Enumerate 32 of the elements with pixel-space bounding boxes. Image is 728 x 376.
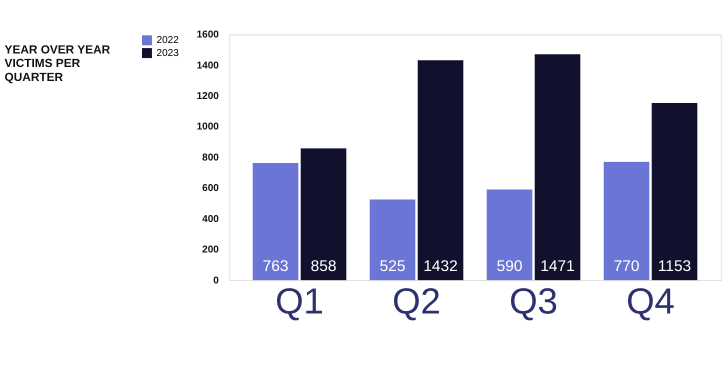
bar — [300, 148, 346, 280]
bar — [604, 162, 650, 280]
y-tick-label: 1200 — [196, 91, 220, 102]
x-tick-label: Q2 — [392, 280, 441, 322]
bar — [534, 54, 580, 280]
data-label: 1471 — [540, 258, 575, 276]
y-tick-label: 400 — [202, 214, 220, 225]
legend-label: 2023 — [156, 48, 180, 59]
bar — [418, 60, 464, 280]
y-tick-label: 1000 — [196, 122, 220, 133]
legend-label: 2022 — [156, 35, 180, 46]
bar — [486, 190, 532, 280]
data-label: 858 — [310, 258, 336, 276]
bar — [652, 103, 698, 280]
y-tick-label: 1400 — [196, 60, 220, 72]
y-tick-label: 0 — [213, 275, 220, 286]
bar — [252, 162, 298, 280]
text: YEAR OVER YEAR VICTIMS PER QUARTER — [4, 42, 111, 84]
data-label: 1153 — [658, 258, 692, 276]
x-tick-label: Q3 — [509, 280, 558, 322]
data-label: 770 — [614, 258, 640, 276]
bar — [370, 199, 416, 280]
data-label: 525 — [380, 258, 406, 276]
y-tick-label: 600 — [202, 183, 220, 194]
data-label: 590 — [496, 258, 522, 276]
x-tick-label: Q4 — [626, 280, 675, 322]
data-label: 763 — [262, 258, 288, 276]
y-tick-label: 200 — [202, 244, 220, 256]
data-label: 1432 — [423, 258, 458, 276]
x-tick-label: Q1 — [275, 280, 324, 322]
y-tick-label: 1600 — [196, 30, 220, 41]
y-tick-label: 800 — [202, 152, 220, 164]
